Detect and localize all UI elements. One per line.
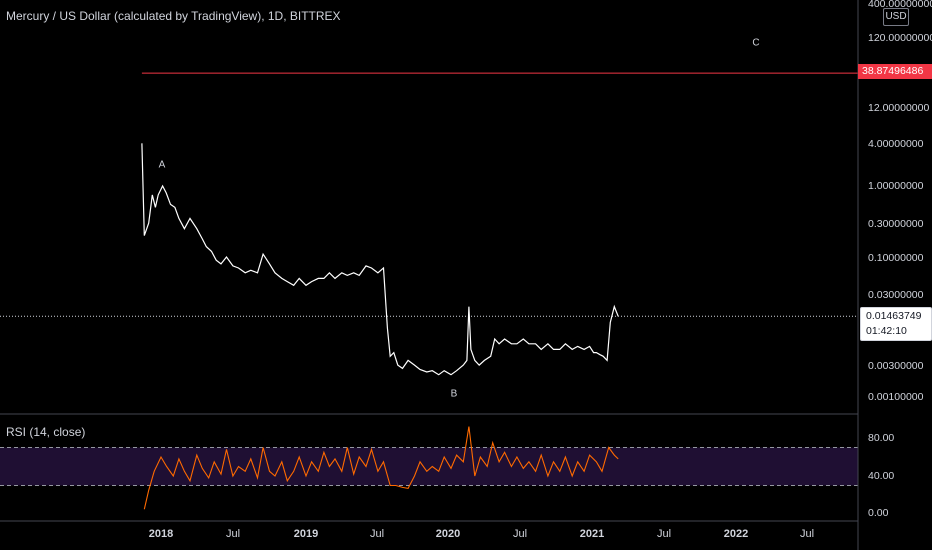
price-tick-label: 120.00000000 — [868, 32, 932, 44]
price-tick-label: 0.03000000 — [868, 289, 924, 301]
price-series-line — [141, 143, 619, 376]
price-tick-label: 0.30000000 — [868, 218, 924, 230]
rsi-tick-label: 80.00 — [868, 432, 895, 444]
price-tick-label: 400.00000000 — [868, 0, 932, 10]
price-pane[interactable] — [0, 72, 858, 376]
time-tick-label: 2018 — [148, 528, 174, 540]
price-tick-label: 0.00300000 — [868, 360, 924, 372]
bar-countdown: 01:42:10 — [866, 325, 907, 337]
last-price-value: 0.01463749 — [866, 310, 922, 322]
price-tick-label: 0.10000000 — [868, 252, 924, 264]
annotation-c[interactable]: C — [752, 37, 760, 49]
time-tick-label: Jul — [369, 528, 385, 540]
rsi-tick-label: 0.00 — [868, 507, 889, 519]
annotation-a[interactable]: A — [158, 159, 166, 171]
price-tick-label: 0.00100000 — [868, 391, 924, 403]
time-tick-label: 2019 — [293, 528, 319, 540]
rsi-pane[interactable] — [0, 426, 858, 510]
horizontal-line-price-tag: 38.87496486 — [858, 64, 932, 79]
rsi-series-line — [143, 426, 619, 510]
time-tick-label: 2022 — [723, 528, 749, 540]
time-tick-label: Jul — [225, 528, 241, 540]
rsi-band — [0, 447, 858, 486]
rsi-title[interactable]: RSI (14, close) — [6, 425, 86, 439]
price-tick-label: 1.00000000 — [868, 180, 924, 192]
time-tick-label: Jul — [512, 528, 528, 540]
time-tick-label: 2020 — [435, 528, 461, 540]
time-tick-label: 2021 — [579, 528, 605, 540]
chart-title: Mercury / US Dollar (calculated by Tradi… — [6, 9, 341, 23]
currency-button[interactable]: USD — [883, 8, 909, 26]
price-tick-label: 4.00000000 — [868, 138, 924, 150]
time-tick-label: Jul — [656, 528, 672, 540]
annotation-b[interactable]: B — [450, 388, 458, 400]
time-tick-label: Jul — [799, 528, 815, 540]
last-price-tag: 0.01463749 01:42:10 — [860, 307, 932, 341]
rsi-tick-label: 40.00 — [868, 470, 895, 482]
price-tick-label: 12.00000000 — [868, 102, 930, 114]
